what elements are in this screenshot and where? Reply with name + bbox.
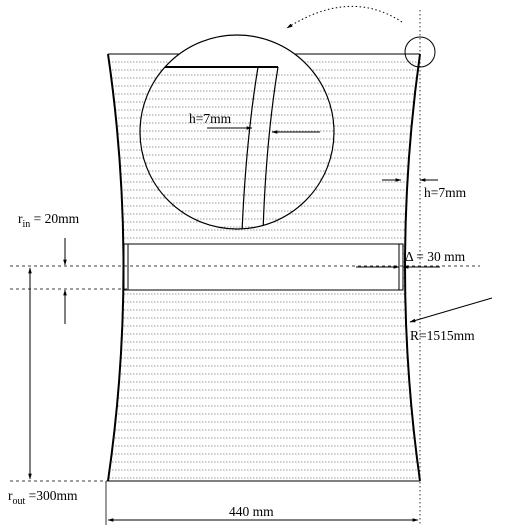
r-in-label: rin = 20mm xyxy=(18,211,80,230)
r-in-symbol: r xyxy=(18,211,23,226)
detail-thickness-label: h=7mm xyxy=(189,111,232,126)
r-in-value: = 20mm xyxy=(30,211,79,226)
r-out-subscript: out xyxy=(13,496,26,507)
detail-outer-wall xyxy=(262,66,279,229)
radius-leader-arrow xyxy=(409,297,493,323)
detail-contents xyxy=(148,66,279,229)
delta-label: Δ = 30 mm xyxy=(405,249,466,264)
r-out-label: rout =300mm xyxy=(8,488,78,507)
width-label: 440 mm xyxy=(229,504,274,519)
r-in-subscript: in xyxy=(23,219,31,230)
detail-connector-arrow xyxy=(286,6,403,29)
r-out-symbol: r xyxy=(8,488,13,503)
r-out-value: =300mm xyxy=(25,488,78,503)
detail-circle xyxy=(139,34,335,230)
side-thickness-label: h=7mm xyxy=(424,185,467,200)
detail-circle-fill xyxy=(140,35,334,229)
radius-label: R=1515mm xyxy=(410,328,475,343)
specimen-left-edge xyxy=(107,53,125,482)
detail-inner-wall xyxy=(241,66,259,229)
